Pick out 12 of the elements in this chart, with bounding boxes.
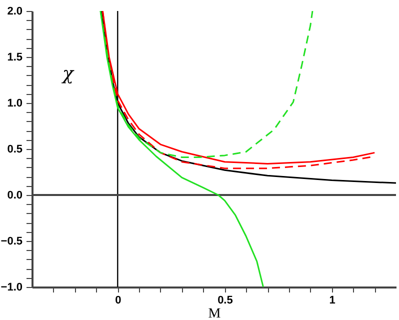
y-tick-label: −0.5 xyxy=(0,236,22,248)
y-tick-label: 1.0 xyxy=(7,98,22,110)
x-tick-label: 0.5 xyxy=(218,294,233,306)
x-tick-label: 1 xyxy=(329,294,336,306)
x-axis-title: M xyxy=(208,306,222,320)
y-tick-label: 2.0 xyxy=(7,6,22,18)
x-tick-label: 0 xyxy=(115,294,122,306)
y-tick-label: 1.5 xyxy=(7,52,22,64)
y-tick-label: 0.5 xyxy=(7,144,22,156)
y-tick-label: 0.0 xyxy=(7,190,22,202)
y-axis-title: χ xyxy=(60,64,74,84)
y-tick-label: −1.0 xyxy=(0,282,22,294)
